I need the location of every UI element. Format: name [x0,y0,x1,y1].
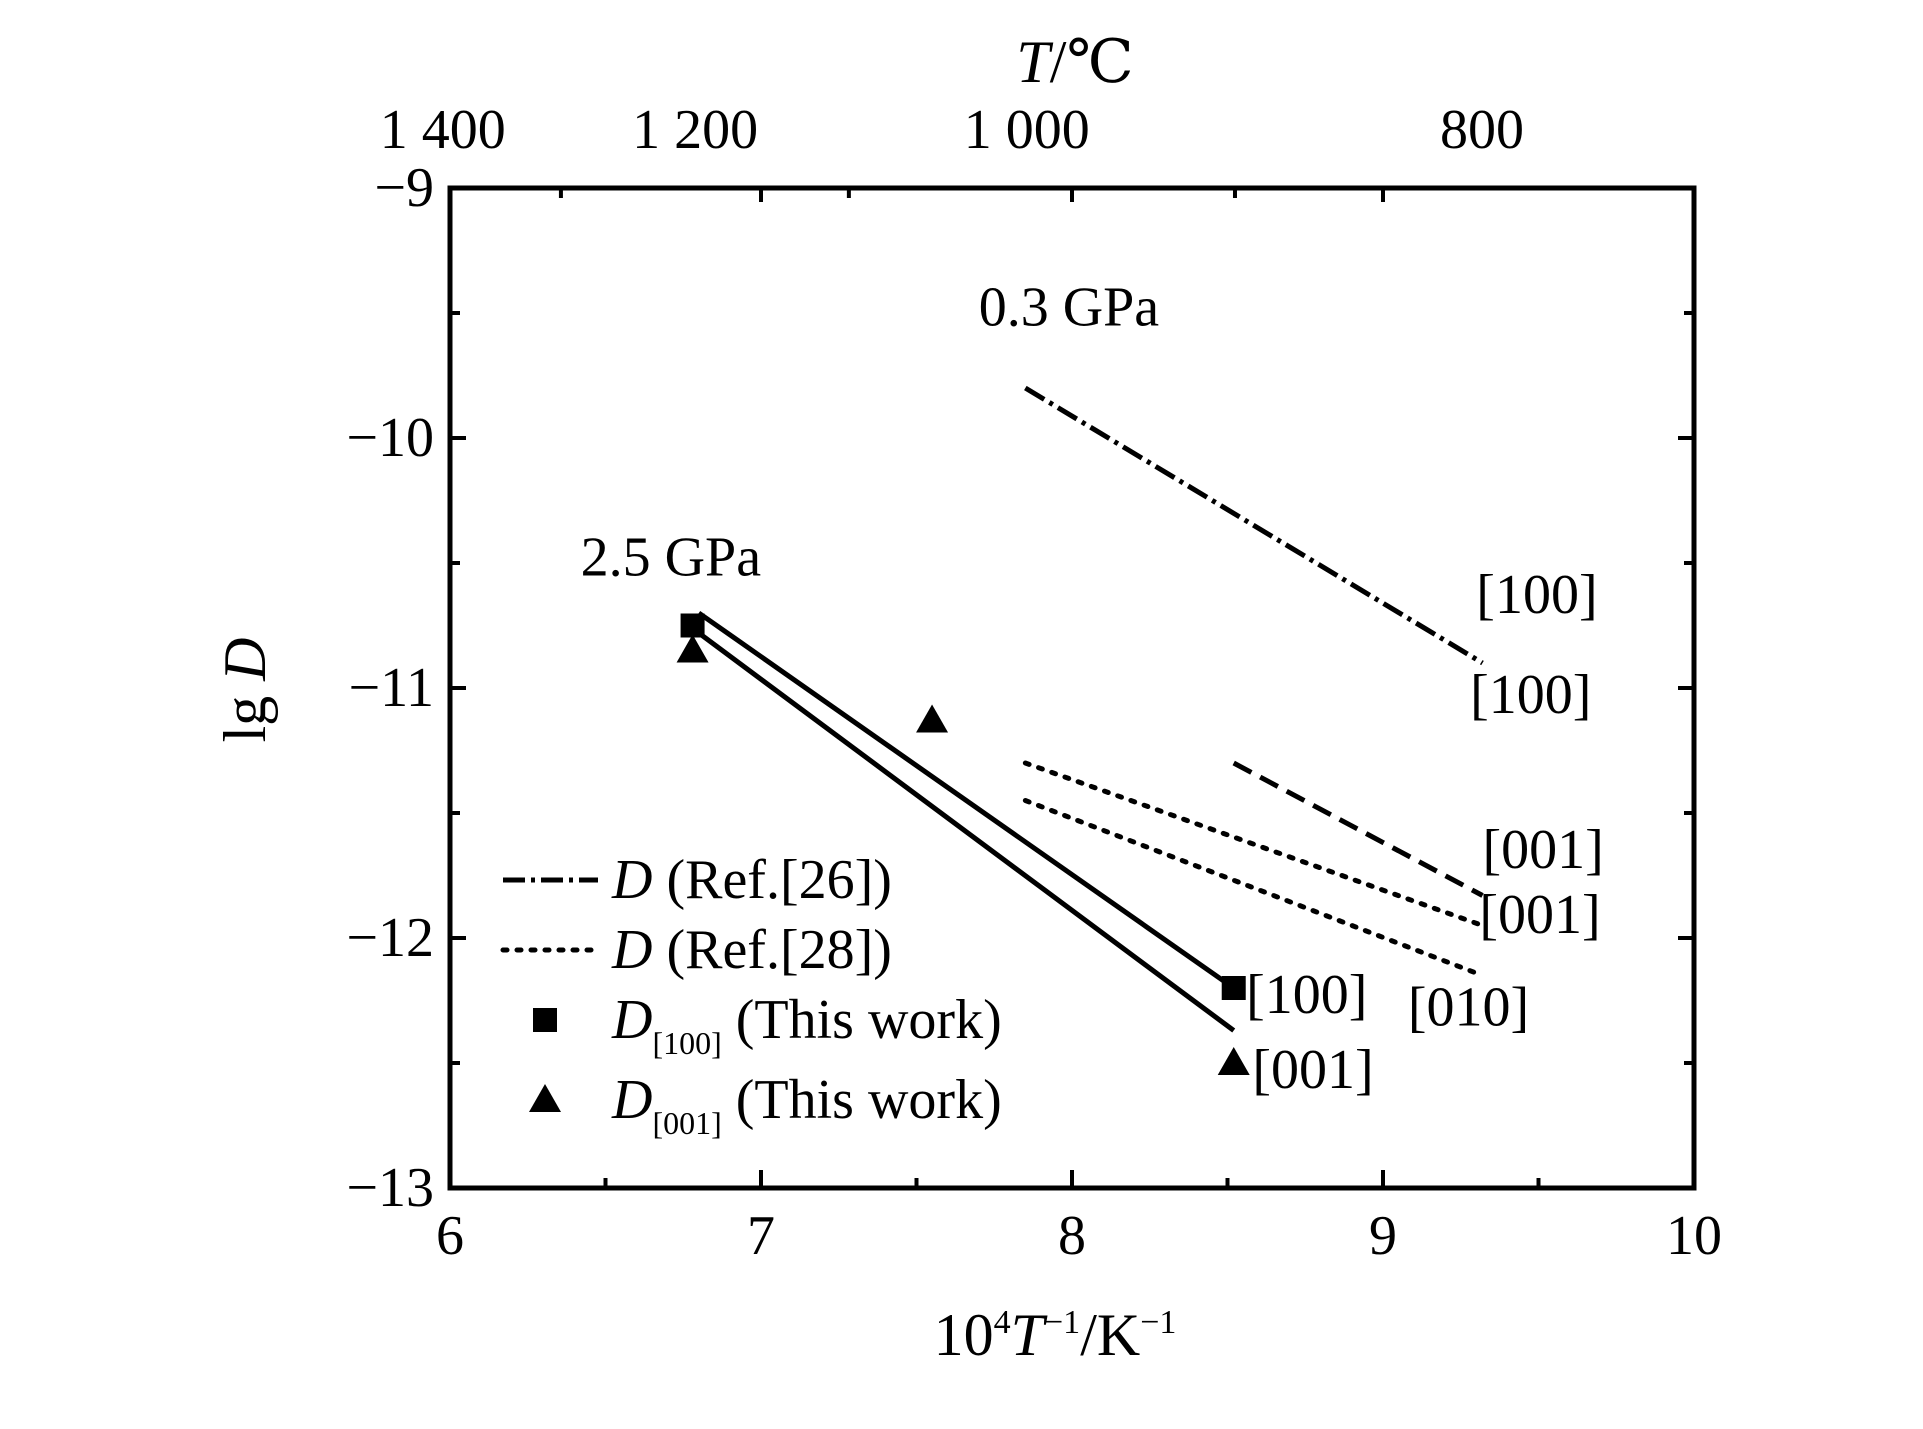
top-tick-label: 1 200 [632,99,758,161]
triangle-marker [676,634,709,663]
x-axis-title: 104T−1/K−1 [934,1302,1177,1368]
plot-frame [447,185,1697,1191]
legend-var: D [611,849,652,911]
annotation-label: 0.3 GPa [979,277,1160,339]
annotation-label: [001] [1252,1039,1373,1101]
square-marker [1221,976,1246,1000]
legend-label: D[100] (This work) [611,989,1002,1061]
annotation-label: [001] [1479,884,1600,946]
legend-label: D (Ref.[26]) [611,849,892,911]
y-tick-label: −11 [348,657,434,719]
legend-label: D[001] (This work) [611,1069,1002,1141]
y-tick-label: −9 [374,157,434,219]
series-line [1022,798,1486,978]
legend-rest: (Ref.[28]) [652,919,891,981]
series-lines [697,385,1486,1033]
x-tick-label: 9 [1369,1205,1397,1267]
axis-ticks: 6 7 8 9 10 −13 −12 −11 −10 −91 400 1 200 1 000 800 [346,99,1722,1267]
series-line [1022,760,1486,928]
triangle-marker [1217,1047,1250,1075]
y-tick-label: −12 [346,907,434,969]
x-tick-label: 8 [1058,1205,1086,1267]
legend-var: D [611,919,652,981]
top-tick-label: 1 000 [964,99,1090,161]
annotation-label: [010] [1408,977,1529,1039]
legend-symbol-triangle [529,1084,561,1112]
annotation-label: [100] [1246,964,1367,1026]
annotation-label: [100] [1470,664,1591,726]
annotation-label: 2.5 GPa [581,527,762,589]
legend-subscript: [100] [652,1025,721,1061]
x-tick-label: 6 [436,1205,464,1267]
top-tick-label: 1 400 [380,99,506,161]
annotation-label: [001] [1483,819,1604,881]
series-line [697,610,1236,991]
legend-label: D (Ref.[28]) [611,919,892,981]
triangle-marker [916,704,949,733]
y-axis-title: lg D [212,637,278,742]
annotation-label: [100] [1476,564,1597,626]
legend-subscript: [001] [652,1105,721,1141]
legend-rest: (Ref.[26]) [652,849,891,911]
legend-rest: (This work) [722,1069,1002,1131]
square-marker [680,613,705,638]
legend-rest: (This work) [722,989,1002,1051]
legend: D (Ref.[26])D (Ref.[28])D[100] (This wor… [500,849,1002,1141]
legend-symbol-square [533,1008,557,1032]
legend-var: D [611,989,652,1051]
legend-var: D [611,1069,652,1131]
x-tick-label: 7 [747,1205,775,1267]
top-axis-title: T/℃ [1016,29,1133,95]
y-tick-label: −10 [346,407,434,469]
x-tick-label: 10 [1666,1205,1722,1267]
data-markers [676,613,1250,1075]
series-line [1024,385,1484,666]
top-tick-label: 800 [1440,99,1524,161]
series-line [697,630,1236,1033]
series-line [1232,760,1484,898]
y-tick-label: −13 [346,1157,434,1219]
